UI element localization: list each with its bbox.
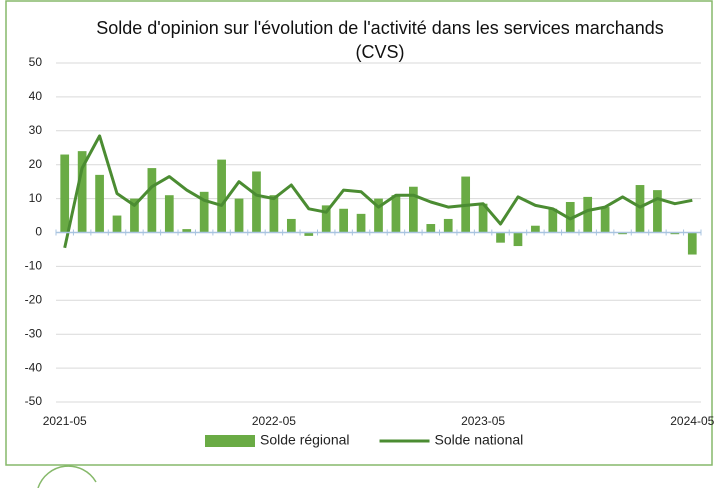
bar — [304, 232, 314, 236]
bar — [252, 171, 261, 233]
legend-label: Solde régional — [260, 432, 350, 448]
chart-frame — [5, 0, 713, 466]
y-tick-label: 40 — [29, 89, 43, 103]
bar — [531, 225, 540, 233]
bar — [217, 159, 226, 233]
bar — [164, 195, 174, 233]
bar — [443, 218, 453, 233]
bar — [374, 198, 383, 233]
bar — [60, 154, 70, 233]
bar — [147, 168, 157, 233]
bar — [182, 229, 192, 233]
y-tick-label: -40 — [25, 360, 43, 374]
bar — [391, 195, 401, 233]
bar — [687, 232, 697, 255]
bar — [199, 191, 209, 233]
bar — [478, 203, 488, 233]
bar — [618, 232, 627, 235]
y-tick-label: 20 — [29, 157, 43, 171]
y-tick-label: -30 — [25, 326, 43, 340]
bar — [426, 224, 436, 233]
bar — [356, 213, 366, 233]
bar — [339, 208, 348, 233]
x-tick-label: 2021-05 — [43, 414, 87, 428]
bar — [112, 215, 122, 233]
legend-label: Solde national — [435, 432, 524, 448]
bar — [409, 186, 418, 233]
y-tick-label: -50 — [25, 394, 43, 408]
y-tick-label: -20 — [25, 292, 43, 306]
bar — [130, 198, 139, 233]
marks — [60, 134, 697, 255]
bar — [234, 198, 244, 233]
x-tick-label: 2024-05 — [670, 414, 714, 428]
bar — [513, 232, 523, 247]
y-tick-label: 10 — [29, 191, 43, 205]
y-tick-label: 0 — [35, 225, 42, 239]
grid — [56, 62, 701, 403]
bar — [635, 185, 645, 233]
bar — [286, 218, 296, 233]
y-tick-label: -10 — [25, 259, 43, 273]
logo-arc — [37, 465, 97, 488]
chart-title: Solde d'opinion sur l'évolution de l'act… — [96, 18, 664, 62]
legend-swatch — [205, 435, 255, 447]
bar — [583, 196, 593, 233]
y-tick-label: 30 — [29, 123, 43, 137]
bar — [670, 232, 680, 235]
y-tick-label: 50 — [29, 55, 43, 69]
line — [63, 134, 693, 249]
bar — [77, 151, 87, 233]
bar — [548, 208, 558, 233]
bar — [496, 232, 505, 243]
bar — [653, 190, 662, 233]
bar — [321, 205, 331, 233]
bar — [95, 174, 104, 233]
bar — [269, 195, 279, 233]
x-tick-label: 2023-05 — [461, 414, 505, 428]
x-tick-label: 2022-05 — [252, 414, 296, 428]
bar — [600, 207, 610, 233]
